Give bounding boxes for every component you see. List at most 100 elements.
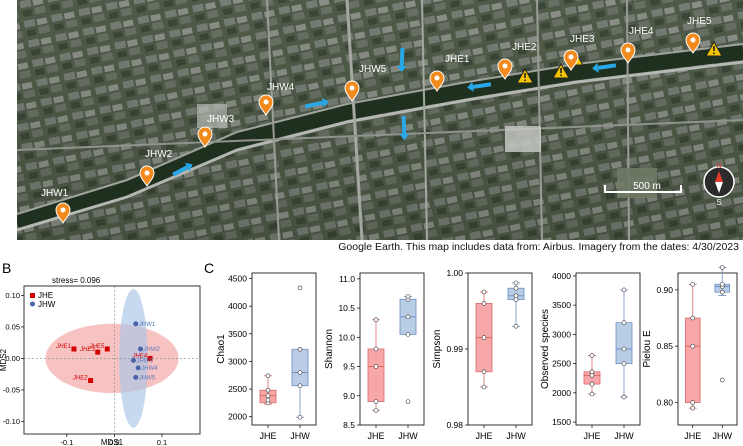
- boxplot-ytick-label: 3000: [228, 356, 247, 366]
- boxplot-ytick-label: 9.5: [343, 362, 355, 372]
- site-pins: JHW1 JHW2 JHW3 JHW4 JHW5 JHE1 JHE2 JHE3 JHE4 JHE5: [41, 16, 712, 224]
- mds-ylabel: MDS2: [0, 348, 8, 371]
- data-point: [265, 387, 271, 393]
- map-pin-icon: [497, 58, 513, 80]
- jhe-point-label: JHE5: [89, 344, 105, 350]
- boxplot-ytick-label: 1.00: [446, 268, 463, 278]
- jhw-point-label: JHW5: [138, 375, 156, 381]
- boxplot-ytick-label: 8.5: [343, 420, 355, 430]
- map-caption: Google Earth. This map includes data fro…: [338, 241, 739, 253]
- box-jhe: [259, 373, 277, 406]
- legend-jhe-marker: [30, 293, 35, 298]
- box-jhe: [583, 353, 601, 397]
- scale-label: 500 m: [633, 181, 661, 192]
- box-jhw: [291, 285, 309, 420]
- boxplot-ytick-label: 10.0: [338, 332, 355, 342]
- boxplot-category-label: JHW: [506, 431, 526, 441]
- map-pin-icon: [563, 49, 579, 71]
- flow-arrows: [172, 47, 617, 177]
- data-point: [690, 281, 696, 287]
- data-point: [265, 373, 271, 379]
- boxplot-ytick-label: 2000: [228, 412, 247, 422]
- data-point: [589, 391, 595, 397]
- data-point: [513, 293, 519, 299]
- boxplot-category-label: JHW: [614, 431, 634, 441]
- data-point: [297, 414, 303, 420]
- jhw-point-label: JHW2: [143, 347, 161, 353]
- compass-icon: N S: [703, 163, 735, 207]
- satellite-map: JHW1 JHW2 JHW3 JHW4 JHW5 JHE1 JHE2 JHE3 JHE4 JHE5…: [17, 0, 743, 240]
- map-pin-icon: [685, 32, 701, 54]
- boxplot-category-label: JHE: [367, 431, 384, 441]
- boxplot-shannon: 8.5 9.0 9.5 10.0 10.5 11.0 Shannon JHE JHW: [324, 272, 425, 441]
- boxplot-ytick-label: 2500: [552, 359, 571, 369]
- data-point: [513, 297, 519, 302]
- boxplot-ytick-label: 9.0: [343, 391, 355, 401]
- site-label: JHE4: [629, 26, 654, 37]
- main-road: [17, 60, 743, 232]
- map-pin-icon: [429, 70, 445, 92]
- boxplot-category-label: JHE: [475, 431, 492, 441]
- data-point: [481, 289, 487, 295]
- jhe-point: [104, 346, 110, 352]
- jhe-point: [71, 346, 77, 352]
- map-pin-icon: [620, 42, 636, 64]
- mds-xlabel: MDS1: [101, 438, 124, 446]
- boxplot-category-label: JHE: [583, 431, 600, 441]
- site-label: JHE1: [445, 54, 470, 65]
- data-point: [481, 369, 487, 375]
- boxplot-frame: [575, 272, 641, 426]
- data-point: [589, 353, 595, 358]
- data-point: [589, 369, 595, 375]
- flow-arrow-icon: [304, 97, 329, 109]
- mds-ytick-label: 0.00: [5, 354, 20, 363]
- jhw-point: [133, 321, 139, 327]
- data-point: [719, 289, 725, 295]
- legend-jhw-marker: [30, 301, 35, 307]
- jhw-point: [138, 346, 144, 352]
- data-point: [621, 346, 627, 352]
- data-point: [297, 285, 303, 291]
- jhw-point: [133, 374, 139, 380]
- mds-ytick-label: 0.10: [5, 291, 20, 300]
- data-point: [405, 399, 411, 404]
- box-jhw: [507, 280, 525, 329]
- data-point: [690, 343, 696, 349]
- boxplot-chao1: 2000 2500 3000 3500 4000 4500 Chao1 JHE JHW: [216, 272, 317, 441]
- data-point: [405, 314, 411, 320]
- data-point: [265, 393, 271, 399]
- data-point: [621, 287, 627, 293]
- mds-ytick-label: -0.10: [3, 417, 20, 426]
- boxplot-frame: [359, 272, 425, 426]
- boxplot-ytick-label: 2500: [228, 384, 247, 394]
- boxplot-ytick-label: 0.90: [656, 285, 673, 295]
- jhe-point: [88, 377, 94, 383]
- panel-label-c: C: [204, 260, 215, 276]
- flow-arrow-icon: [399, 115, 410, 140]
- site-label: JHE3: [570, 34, 595, 45]
- legend-jhe-label: JHE: [38, 291, 53, 300]
- boxplot-ytick-label: 4500: [228, 274, 247, 284]
- data-point: [513, 323, 519, 329]
- data-point: [373, 317, 379, 323]
- data-point: [373, 408, 379, 413]
- jhe-point: [147, 355, 153, 361]
- boxplot-ytick-label: 0.99: [446, 344, 463, 354]
- warning-icon: [516, 67, 534, 84]
- box-jhw: [714, 265, 731, 383]
- jhe-point: [95, 349, 101, 355]
- mds-points: JHE1 JHE2 JHE3 JHE4 JHE5 JHW1 JHW2 JHW3 JHW4 JHW5: [55, 321, 161, 383]
- mds-xtick-label: -0.1: [60, 438, 73, 446]
- stress-label: stress= 0.096: [52, 276, 101, 285]
- boxplot-ytick-label: 0.98: [446, 420, 463, 430]
- data-point: [690, 315, 696, 321]
- boxplot-ylabel: Shannon: [324, 329, 335, 369]
- boxplot-ytick-label: 1500: [552, 417, 571, 427]
- boxplot-frame: [251, 272, 317, 426]
- data-point: [690, 405, 696, 411]
- site-label: JHW4: [267, 82, 295, 93]
- site-label: JHW2: [145, 149, 173, 160]
- site-label: JHW3: [207, 114, 235, 125]
- boxplot-category-label: JHE: [259, 431, 276, 441]
- mds-ytick-label: -0.05: [3, 385, 20, 394]
